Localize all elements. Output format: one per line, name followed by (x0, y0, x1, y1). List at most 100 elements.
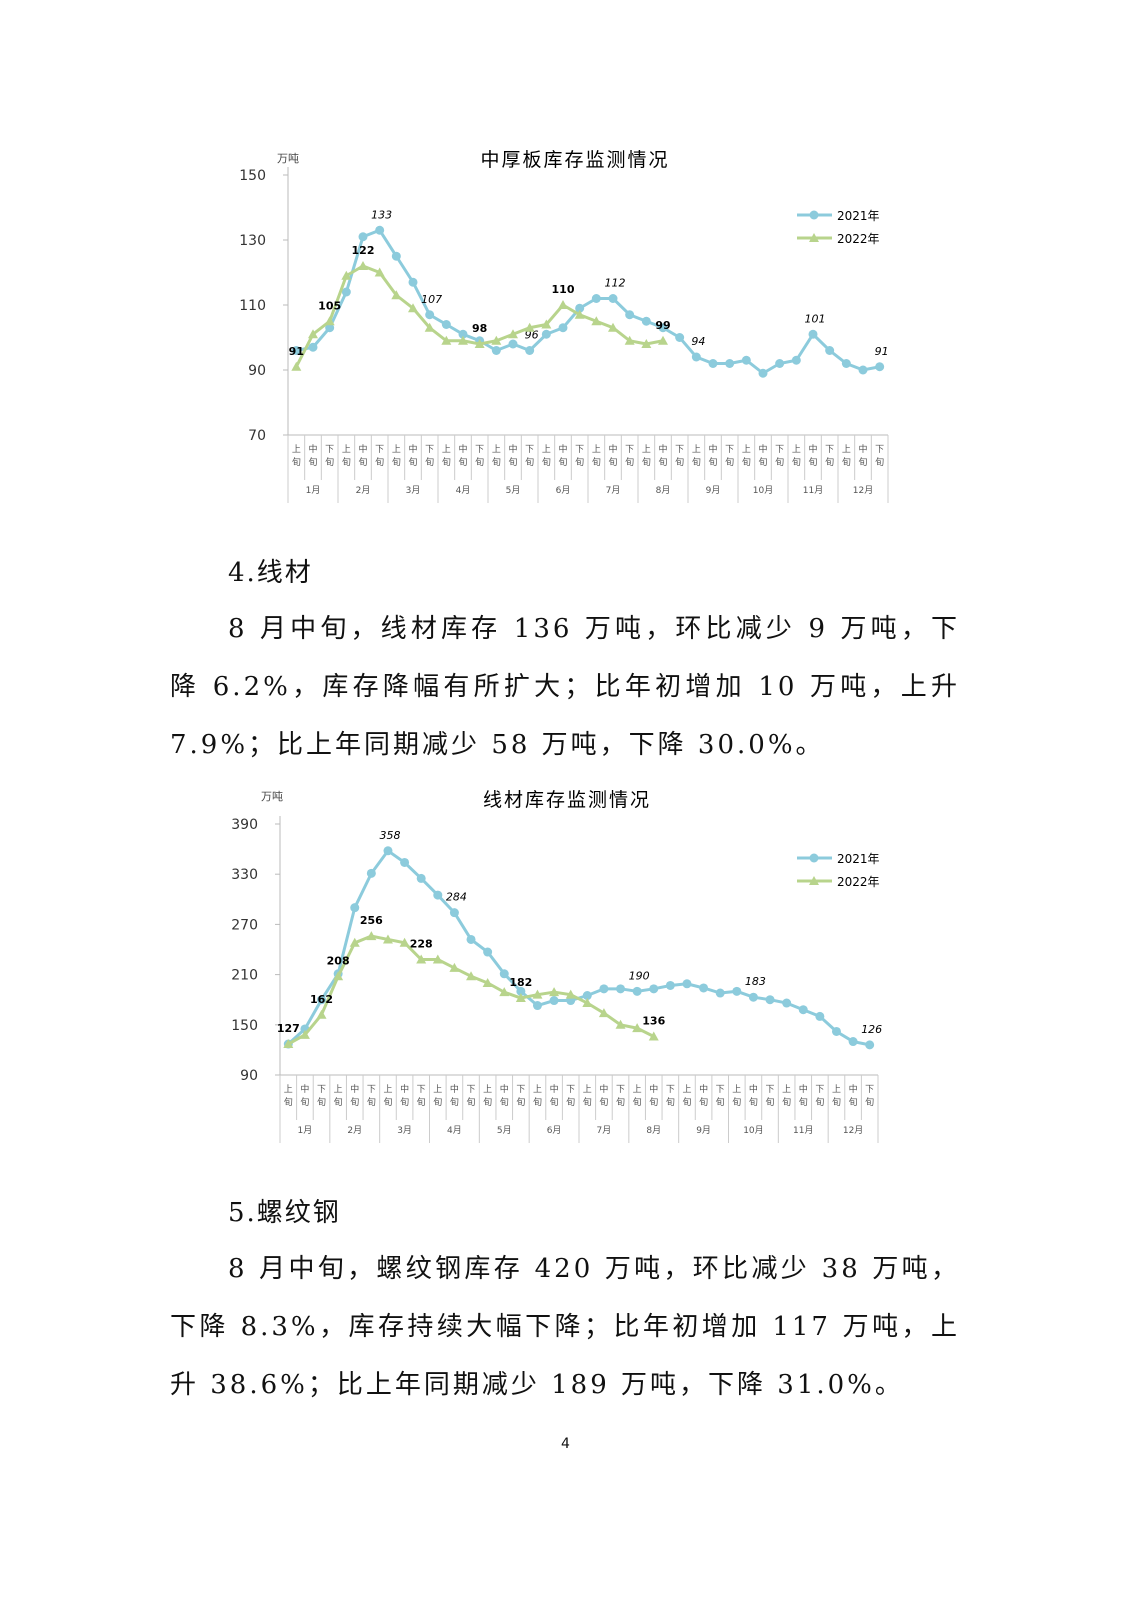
x-tick-label: 中 (708, 443, 717, 455)
month-label: 2月 (347, 1125, 362, 1136)
data-point (708, 359, 718, 368)
data-point (632, 986, 642, 996)
legend-marker (809, 853, 819, 863)
data-point (541, 319, 552, 329)
x-tick-label: 旬 (675, 456, 684, 468)
x-tick-label: 旬 (875, 456, 884, 468)
x-tick-label: 上 (642, 444, 651, 455)
month-label: 1月 (298, 1125, 313, 1136)
x-tick-label: 下 (317, 1085, 326, 1095)
x-tick-label: 旬 (492, 456, 501, 468)
data-point (383, 846, 393, 856)
x-tick-label: 旬 (633, 1096, 642, 1108)
data-point (400, 857, 410, 867)
x-tick-label: 旬 (575, 456, 584, 468)
x-tick-label: 下 (666, 1085, 675, 1095)
month-label: 3月 (406, 485, 421, 496)
data-point (858, 365, 868, 375)
data-point (598, 1008, 609, 1018)
data-point (433, 890, 443, 900)
x-tick-label: 下 (525, 445, 534, 455)
data-point (324, 316, 335, 326)
data-label: 94 (691, 335, 705, 348)
data-point (525, 346, 535, 355)
data-point (341, 287, 351, 297)
x-tick-label: 中 (599, 1083, 608, 1095)
month-label: 11月 (793, 1125, 813, 1136)
data-point (483, 947, 493, 957)
data-point (791, 355, 801, 365)
data-point (558, 323, 568, 333)
data-point (831, 1026, 841, 1036)
data-point (599, 984, 609, 994)
x-tick-label: 下 (325, 445, 334, 455)
x-tick-label: 旬 (516, 1096, 525, 1108)
data-label: 91 (289, 345, 304, 358)
data-point (558, 300, 568, 309)
x-tick-label: 旬 (708, 456, 717, 468)
month-label: 6月 (556, 485, 571, 496)
y-axis-unit: 万吨 (277, 152, 299, 165)
data-point (291, 346, 301, 355)
y-tick-label: 390 (231, 817, 258, 833)
x-tick-label: 上 (392, 444, 401, 455)
x-tick-label: 下 (725, 445, 734, 455)
x-tick-label: 旬 (858, 456, 867, 468)
data-point (449, 908, 459, 918)
x-tick-label: 下 (815, 1085, 824, 1095)
x-tick-label: 上 (592, 444, 601, 455)
legend-label: 2021年 (837, 209, 880, 223)
data-point (466, 971, 477, 981)
x-tick-label: 上 (433, 1084, 442, 1095)
data-point (499, 969, 509, 979)
x-tick-label: 下 (375, 445, 384, 455)
data-point (841, 359, 851, 368)
month-label: 11月 (803, 485, 823, 496)
month-label: 5月 (497, 1125, 512, 1136)
x-tick-label: 旬 (458, 456, 467, 468)
data-point (865, 1040, 875, 1050)
x-tick-label: 旬 (500, 1096, 509, 1108)
month-label: 8月 (646, 1125, 661, 1136)
data-point (366, 931, 377, 941)
data-point (575, 303, 585, 313)
data-point (732, 986, 742, 996)
data-label: 162 (310, 993, 333, 1006)
data-point (432, 954, 443, 964)
x-tick-label: 旬 (616, 1096, 625, 1108)
x-tick-label: 旬 (467, 1096, 476, 1108)
data-point (775, 359, 785, 368)
plate-inventory-chart: 中厚板库存监测情况万吨7090110130150上旬中旬下旬上旬中旬下旬上旬中旬… (239, 149, 889, 503)
data-point (416, 873, 426, 883)
y-tick-label: 110 (239, 298, 266, 314)
data-point (574, 309, 585, 319)
x-tick-label: 旬 (566, 1096, 575, 1108)
month-label: 2月 (356, 485, 371, 496)
data-point (699, 983, 709, 993)
data-point (516, 986, 526, 996)
month-label: 9月 (696, 1125, 711, 1136)
data-point (658, 323, 668, 333)
data-point (325, 323, 335, 333)
x-tick-label: 上 (334, 1084, 343, 1095)
month-label: 7月 (606, 485, 621, 496)
month-label: 1月 (306, 485, 321, 496)
y-tick-label: 330 (231, 867, 258, 883)
data-point (399, 937, 410, 947)
data-label: 208 (327, 954, 350, 967)
x-tick-label: 下 (575, 445, 584, 455)
data-point (741, 355, 751, 365)
x-tick-label: 旬 (400, 1096, 409, 1108)
data-point (382, 934, 393, 944)
data-point (541, 329, 551, 339)
data-point (758, 368, 768, 378)
data-point (374, 267, 385, 277)
data-point (825, 346, 835, 355)
data-point (508, 339, 518, 349)
data-point (641, 339, 652, 348)
x-tick-label: 旬 (358, 456, 367, 468)
y-tick-label: 90 (240, 1068, 258, 1084)
data-point (632, 1023, 643, 1033)
x-tick-label: 旬 (865, 1096, 874, 1108)
